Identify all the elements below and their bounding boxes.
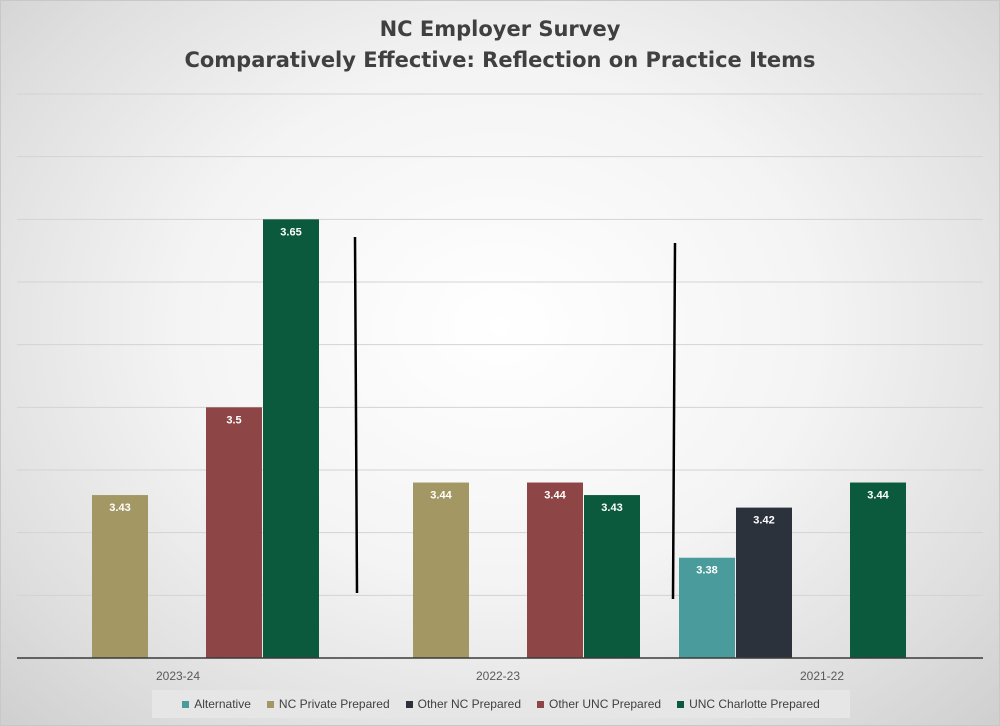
bar-unc-charlotte-prepared [850, 482, 906, 658]
group-separator-line [353, 236, 359, 594]
data-label: 3.38 [696, 565, 717, 577]
data-label: 3.5 [226, 414, 241, 426]
data-label: 3.43 [109, 502, 130, 514]
data-label: 3.44 [430, 490, 452, 502]
bar-alternative [679, 557, 735, 658]
data-label: 3.65 [280, 226, 301, 238]
legend-swatch [677, 700, 685, 708]
bar-nc-private-prepared [92, 495, 148, 658]
bar-unc-charlotte-prepared [584, 495, 640, 658]
bar-unc-charlotte-prepared [263, 219, 319, 659]
legend-label: NC Private Prepared [278, 697, 390, 711]
group-separator-line [671, 242, 677, 600]
bar-other-nc-prepared [736, 507, 792, 658]
x-tick-label: 2021-22 [800, 669, 844, 683]
legend-swatch [266, 700, 274, 708]
legend-swatch [405, 700, 413, 708]
legend-item: Alternative [182, 697, 251, 711]
x-tick-label: 2022-23 [476, 669, 520, 683]
legend-item: Other UNC Prepared [537, 697, 661, 711]
data-label: 3.44 [867, 490, 889, 502]
bar-nc-private-prepared [413, 482, 469, 658]
bar-chart: 3.43 3.5 3.65 3.44 3.44 3.43 3.38 3.42 3.44 2023-… [17, 93, 983, 683]
bar-other-unc-prepared [527, 482, 583, 658]
chart-title-line-1: NC Employer Survey [379, 17, 621, 41]
legend-item: Other NC Prepared [405, 697, 522, 711]
legend-swatch [182, 700, 190, 708]
legend-label: Alternative [194, 697, 251, 711]
legend-item: NC Private Prepared [266, 697, 390, 711]
data-label: 3.44 [544, 490, 566, 502]
data-label: 3.42 [753, 515, 774, 527]
x-tick-label: 2023-24 [156, 669, 200, 683]
legend-label: Other NC Prepared [417, 697, 522, 711]
chart-title: NC Employer Survey Comparatively Effecti… [0, 14, 1000, 76]
legend-label: Other UNC Prepared [549, 697, 662, 711]
chart-title-line-2: Comparatively Effective: Reflection on P… [184, 48, 816, 72]
legend-label: UNC Charlotte Prepared [689, 697, 820, 711]
legend-swatch [537, 700, 545, 708]
bar-other-unc-prepared [206, 407, 262, 658]
chart-legend: Alternative NC Private Prepared Other NC P… [152, 690, 850, 718]
legend-item: UNC Charlotte Prepared [677, 697, 820, 711]
data-label: 3.43 [601, 502, 622, 514]
